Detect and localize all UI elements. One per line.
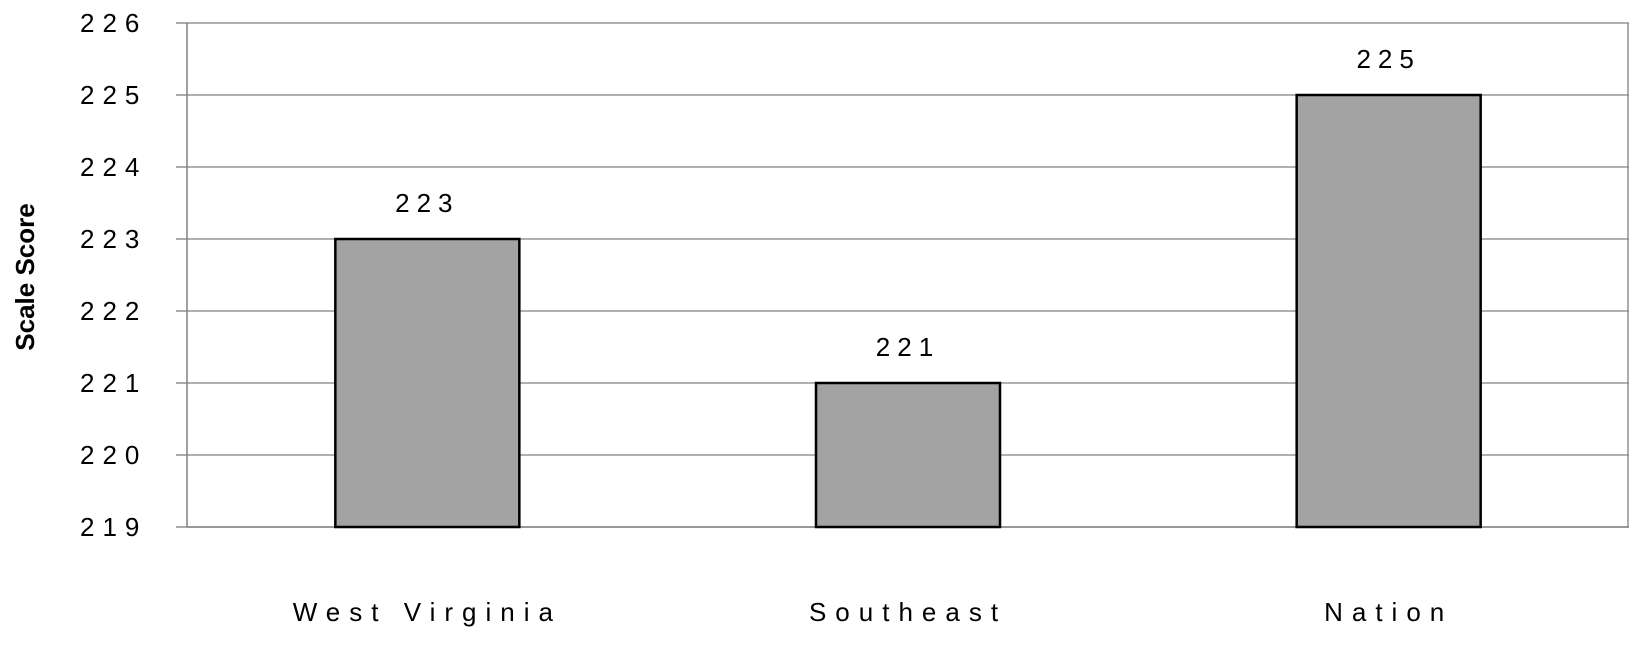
y-tick-label: 225: [80, 80, 147, 110]
x-category-label: Nation: [1324, 597, 1453, 627]
y-tick-label: 221: [80, 368, 147, 398]
y-tick-label: 220: [80, 440, 147, 470]
bar: [814, 381, 1002, 529]
bar: [1295, 93, 1482, 529]
bar-value-label: 223: [395, 188, 459, 218]
y-tick-label: 226: [80, 8, 147, 38]
data-labels: 223 221 225: [395, 44, 1420, 362]
y-tick-label: 224: [80, 152, 147, 182]
y-tick-label: 219: [80, 512, 147, 542]
bar-value-label: 221: [876, 332, 940, 362]
bar: [334, 237, 521, 529]
y-axis-ticks: 219 220 221 222 223 224 225 226: [80, 8, 187, 542]
y-axis-label: Scale Score: [10, 203, 40, 350]
x-category-label: Southeast: [809, 597, 1007, 627]
bar-value-label: 225: [1356, 44, 1420, 74]
x-axis-categories: West Virginia Southeast Nation: [293, 597, 1453, 627]
x-category-label: West Virginia: [293, 597, 562, 627]
y-tick-label: 223: [80, 224, 147, 254]
bars: [334, 93, 1482, 529]
y-tick-label: 222: [80, 296, 147, 326]
